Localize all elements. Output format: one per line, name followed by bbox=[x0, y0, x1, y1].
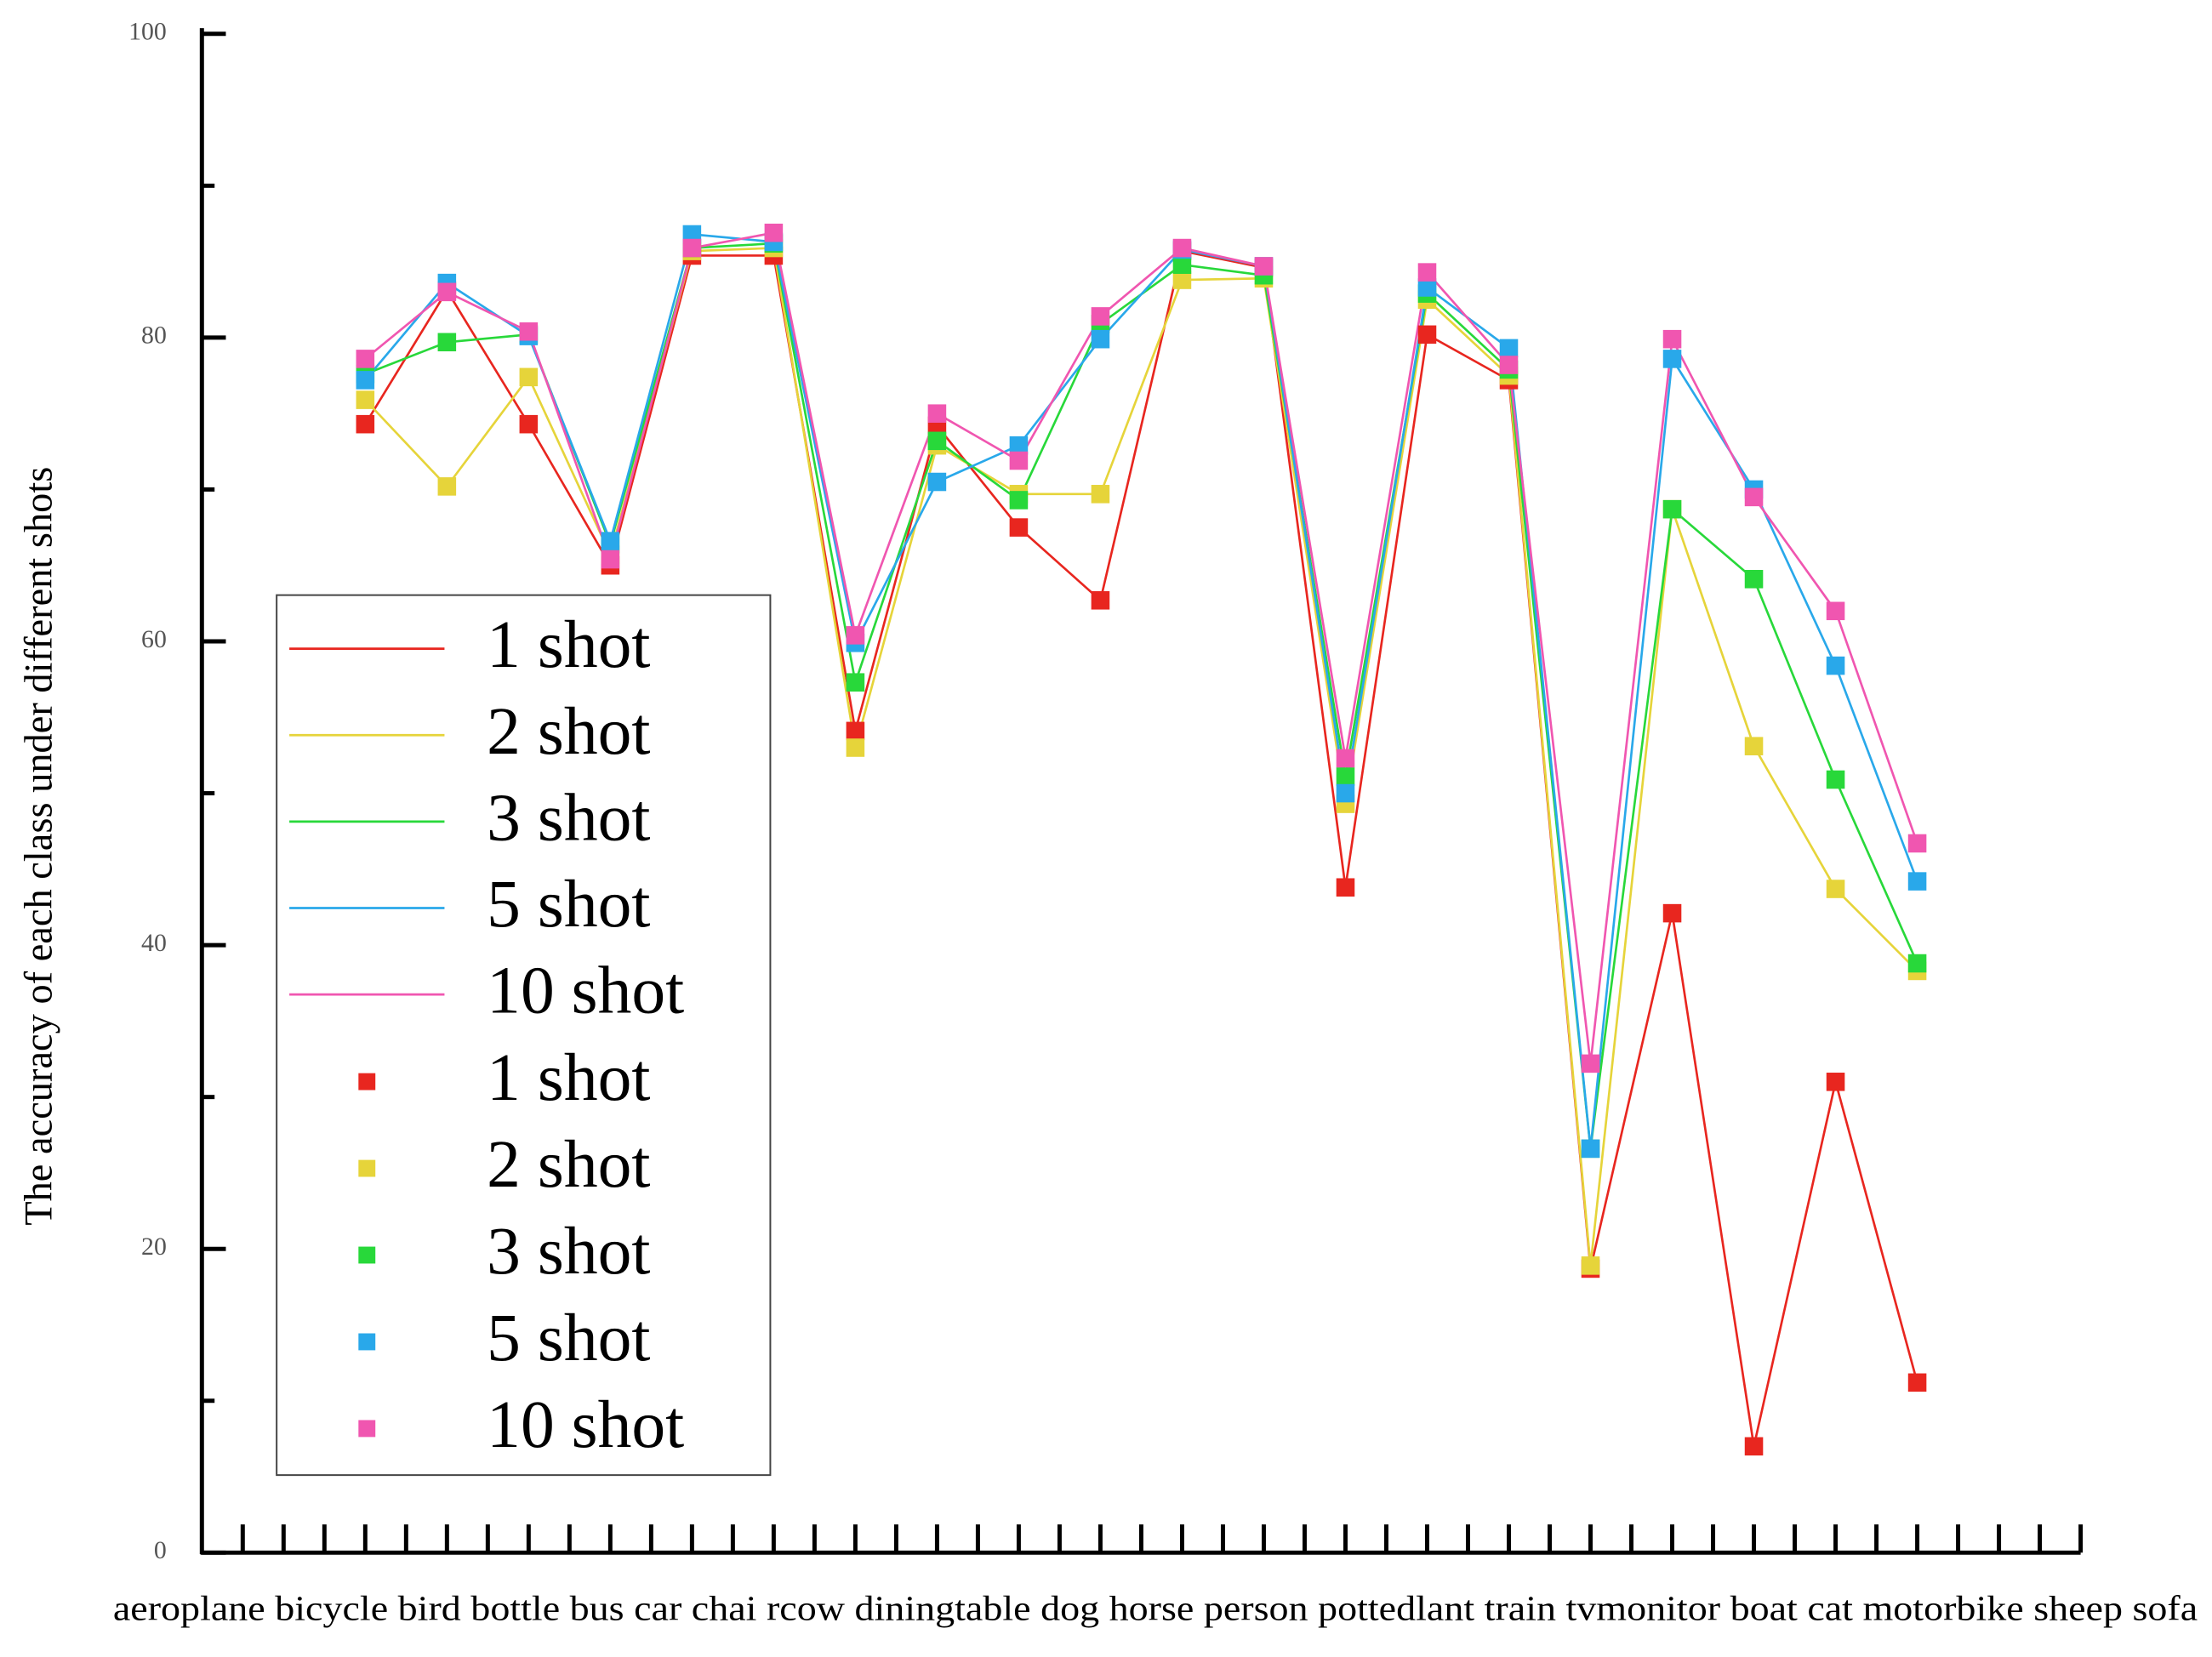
data-point bbox=[519, 367, 539, 387]
y-tick-label: 100 bbox=[128, 18, 167, 46]
data-point bbox=[1009, 436, 1029, 455]
legend-label: 5 shot bbox=[487, 1301, 650, 1375]
legend-marker bbox=[358, 1073, 376, 1090]
data-point bbox=[1581, 1054, 1600, 1073]
series-line bbox=[364, 233, 1918, 1149]
data-point bbox=[356, 390, 375, 409]
legend-label: 1 shot bbox=[487, 607, 650, 682]
data-point bbox=[846, 738, 865, 757]
data-point bbox=[1826, 880, 1845, 898]
data-point bbox=[1662, 350, 1682, 368]
data-point bbox=[601, 532, 620, 550]
data-point bbox=[1172, 238, 1192, 258]
data-point bbox=[927, 472, 947, 492]
data-point bbox=[519, 414, 539, 434]
data-point bbox=[1091, 485, 1110, 504]
y-tick-label: 40 bbox=[141, 929, 167, 957]
data-point bbox=[1826, 656, 1845, 675]
data-point bbox=[764, 223, 784, 242]
data-point bbox=[1336, 767, 1355, 786]
data-point bbox=[1662, 499, 1682, 519]
y-tick-label: 80 bbox=[141, 322, 167, 350]
data-point bbox=[1826, 601, 1845, 621]
legend-label: 3 shot bbox=[487, 780, 650, 855]
data-point bbox=[1581, 1139, 1600, 1159]
legend-marker bbox=[358, 1420, 376, 1438]
legend-label: 5 shot bbox=[487, 867, 650, 942]
data-point bbox=[519, 322, 539, 341]
data-point bbox=[1091, 329, 1110, 349]
data-point bbox=[1907, 1373, 1927, 1392]
data-point bbox=[1907, 872, 1927, 891]
data-point bbox=[1499, 356, 1519, 374]
data-point bbox=[437, 282, 457, 302]
legend-label: 2 shot bbox=[487, 694, 650, 769]
data-point bbox=[1417, 325, 1437, 344]
data-point bbox=[1581, 1256, 1600, 1275]
data-point bbox=[927, 404, 947, 423]
data-point bbox=[1091, 591, 1110, 610]
x-axis-label: aeroplane bicycle bird bottle bus car ch… bbox=[113, 1588, 2198, 1627]
legend-label: 2 shot bbox=[487, 1127, 650, 1202]
data-point bbox=[1826, 770, 1845, 789]
data-point bbox=[1009, 451, 1029, 470]
data-point bbox=[437, 333, 457, 352]
legend-label: 3 shot bbox=[487, 1214, 650, 1289]
data-point bbox=[1254, 257, 1274, 276]
legend-marker bbox=[358, 1246, 376, 1264]
legend-label: 10 shot bbox=[487, 954, 684, 1028]
data-point bbox=[1009, 518, 1029, 537]
data-point bbox=[846, 626, 865, 645]
data-point bbox=[1091, 307, 1110, 326]
data-point bbox=[1417, 263, 1437, 282]
data-point bbox=[1744, 1437, 1764, 1456]
data-point bbox=[1417, 278, 1437, 297]
data-point bbox=[1662, 329, 1682, 349]
data-point bbox=[1744, 737, 1764, 755]
data-point bbox=[601, 549, 620, 569]
y-tick-label: 60 bbox=[141, 625, 167, 653]
data-point bbox=[1336, 783, 1355, 803]
data-point bbox=[1826, 1073, 1845, 1091]
series-line bbox=[364, 249, 1918, 1447]
legend-label: 1 shot bbox=[487, 1040, 650, 1115]
legend-box bbox=[276, 594, 772, 1477]
data-point bbox=[1172, 255, 1192, 274]
data-point bbox=[846, 673, 865, 692]
data-point bbox=[1172, 270, 1192, 289]
data-point bbox=[1744, 570, 1764, 589]
data-point bbox=[1744, 487, 1764, 507]
series-line bbox=[364, 231, 1918, 1064]
legend-marker bbox=[358, 1159, 376, 1177]
data-point bbox=[846, 721, 865, 741]
data-point bbox=[356, 371, 375, 390]
data-point bbox=[927, 431, 947, 451]
data-point bbox=[437, 477, 457, 496]
data-point bbox=[1662, 903, 1682, 923]
data-point bbox=[356, 414, 375, 434]
data-point bbox=[1336, 878, 1355, 897]
data-point bbox=[682, 238, 702, 258]
data-point bbox=[356, 350, 375, 368]
data-point bbox=[1907, 954, 1927, 973]
data-point bbox=[1336, 749, 1355, 768]
y-tick-label: 0 bbox=[154, 1536, 167, 1564]
legend-label: 10 shot bbox=[487, 1387, 684, 1462]
data-point bbox=[1499, 339, 1519, 358]
data-point bbox=[1009, 491, 1029, 510]
data-point bbox=[1907, 834, 1927, 853]
legend-marker bbox=[358, 1333, 376, 1351]
y-axis-label: The accuracy of each class under differe… bbox=[18, 467, 61, 1226]
y-tick-label: 20 bbox=[141, 1233, 167, 1261]
